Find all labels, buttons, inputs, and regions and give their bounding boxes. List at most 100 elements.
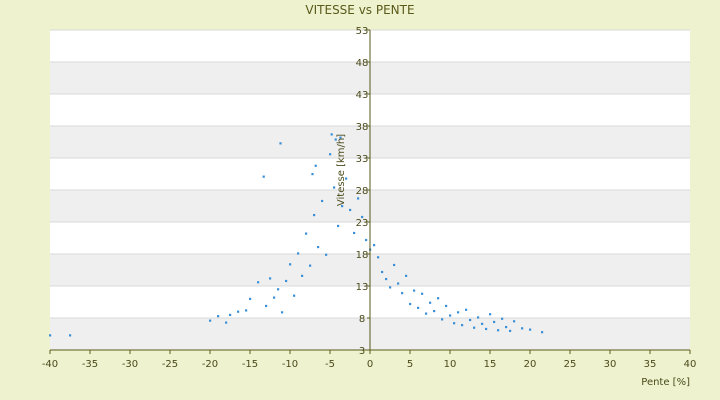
data-point — [337, 224, 340, 228]
data-point — [353, 231, 356, 235]
x-tick-label: 20 — [524, 359, 537, 370]
data-point — [405, 274, 408, 277]
data-point — [481, 322, 484, 325]
data-point — [497, 329, 500, 332]
data-point — [457, 311, 460, 314]
x-tick-label: -30 — [122, 359, 138, 370]
x-tick-label: -40 — [42, 359, 58, 370]
data-point — [421, 292, 424, 295]
data-point — [465, 308, 468, 311]
x-tick-label: 35 — [644, 359, 657, 370]
data-point — [513, 320, 516, 323]
x-tick-label: -5 — [325, 359, 335, 370]
data-point — [389, 286, 392, 289]
data-point — [334, 138, 337, 141]
x-tick-label: 40 — [684, 359, 697, 370]
data-point — [69, 334, 72, 337]
y-tick-label: 3 — [359, 346, 365, 357]
data-point — [429, 301, 432, 304]
y-tick-label: 48 — [356, 58, 369, 69]
data-point — [441, 318, 444, 321]
x-tick-label: 5 — [407, 359, 413, 370]
x-tick-labels: -40 -35 -30 -25 -20 -15 -10 -5 0 5 10 15 20 25 30 35 40 — [42, 359, 697, 370]
data-point — [493, 320, 496, 324]
data-point — [477, 316, 480, 319]
data-point — [279, 142, 282, 145]
data-point — [262, 175, 265, 178]
x-tick-label: 30 — [604, 359, 617, 370]
y-axis-label: Vitesse [km/h] — [336, 134, 347, 206]
x-axis-label: Pente [%] — [641, 377, 690, 388]
x-tick-label: -20 — [202, 359, 218, 370]
data-point — [509, 329, 512, 332]
data-point — [361, 215, 364, 219]
data-point — [311, 173, 314, 176]
y-tick-label: 53 — [356, 26, 369, 37]
chart-title: VITESSE vs PENTE — [305, 3, 414, 17]
x-tick-label: 25 — [564, 359, 577, 370]
x-tick-label: 10 — [444, 359, 457, 370]
data-point — [321, 199, 324, 203]
data-point — [317, 245, 320, 249]
data-point — [237, 310, 240, 313]
data-point — [425, 312, 428, 315]
data-point — [289, 263, 292, 266]
data-point — [293, 294, 296, 297]
data-point — [330, 133, 333, 136]
data-point — [401, 292, 404, 295]
data-point — [314, 164, 317, 167]
data-point — [229, 313, 232, 316]
data-point — [245, 309, 248, 312]
data-point — [209, 319, 212, 322]
data-point — [417, 306, 420, 309]
data-point — [453, 322, 456, 325]
data-point — [265, 304, 268, 308]
data-point — [393, 263, 396, 267]
data-point — [505, 325, 508, 329]
data-point — [445, 304, 448, 308]
data-point — [469, 318, 472, 322]
data-point — [541, 331, 544, 334]
y-tick-label: 38 — [356, 122, 369, 133]
data-point — [285, 279, 288, 283]
data-point — [297, 252, 300, 255]
x-tick-label: -10 — [282, 359, 298, 370]
data-point — [339, 136, 342, 139]
x-tick-label: 15 — [484, 359, 497, 370]
data-point — [349, 208, 352, 212]
data-point — [225, 321, 228, 324]
data-point — [309, 264, 312, 267]
data-point — [449, 314, 452, 317]
data-point — [437, 297, 440, 300]
data-point — [485, 327, 488, 331]
data-point — [341, 205, 344, 208]
data-point — [325, 253, 328, 256]
data-point — [461, 324, 464, 327]
data-point — [357, 197, 360, 200]
y-tick-label: 33 — [356, 154, 369, 165]
axes — [49, 29, 691, 354]
data-point — [365, 238, 368, 242]
data-point — [305, 232, 308, 235]
data-point — [413, 289, 416, 292]
data-point — [381, 270, 384, 274]
data-point — [273, 296, 276, 299]
data-point — [529, 328, 532, 331]
data-point — [333, 186, 336, 189]
data-point — [501, 317, 504, 320]
data-point — [377, 256, 380, 259]
y-tick-label: 43 — [356, 90, 369, 101]
data-point — [49, 334, 52, 337]
data-points — [49, 133, 544, 337]
data-point — [313, 213, 316, 217]
data-point — [521, 327, 524, 330]
data-point — [473, 326, 476, 329]
data-point — [345, 177, 348, 180]
data-point — [249, 297, 252, 300]
data-point — [329, 153, 332, 156]
data-point — [257, 281, 260, 284]
x-tick-label: 0 — [367, 359, 373, 370]
y-tick-label: 13 — [356, 282, 369, 293]
